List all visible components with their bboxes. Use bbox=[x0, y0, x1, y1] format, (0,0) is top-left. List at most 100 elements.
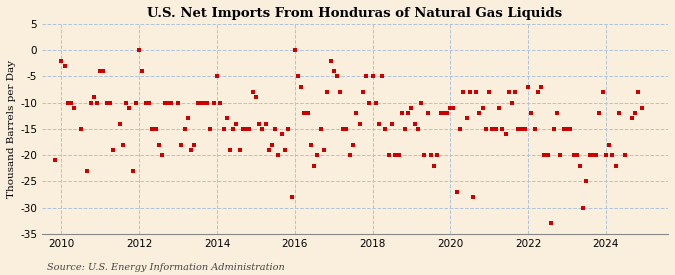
Point bbox=[571, 153, 582, 157]
Point bbox=[290, 48, 300, 52]
Point bbox=[348, 142, 358, 147]
Point bbox=[581, 179, 592, 184]
Point bbox=[513, 127, 524, 131]
Title: U.S. Net Imports From Honduras of Natural Gas Liquids: U.S. Net Imports From Honduras of Natura… bbox=[147, 7, 562, 20]
Point bbox=[396, 111, 407, 116]
Point bbox=[474, 111, 485, 116]
Point bbox=[377, 74, 387, 79]
Point bbox=[131, 100, 142, 105]
Point bbox=[406, 106, 416, 110]
Point bbox=[105, 100, 115, 105]
Point bbox=[594, 111, 605, 116]
Point bbox=[468, 195, 479, 199]
Point bbox=[69, 106, 80, 110]
Point bbox=[552, 111, 563, 116]
Point bbox=[438, 111, 449, 116]
Point bbox=[101, 100, 112, 105]
Text: Source: U.S. Energy Information Administration: Source: U.S. Energy Information Administ… bbox=[47, 263, 285, 272]
Point bbox=[591, 153, 601, 157]
Point bbox=[549, 127, 560, 131]
Point bbox=[56, 59, 67, 63]
Point bbox=[539, 153, 550, 157]
Point bbox=[461, 116, 472, 121]
Point bbox=[454, 127, 465, 131]
Point bbox=[163, 100, 173, 105]
Point bbox=[319, 148, 329, 152]
Point bbox=[228, 127, 239, 131]
Point bbox=[173, 100, 184, 105]
Point bbox=[344, 153, 355, 157]
Point bbox=[445, 106, 456, 110]
Point bbox=[312, 153, 323, 157]
Point bbox=[520, 127, 531, 131]
Point bbox=[166, 100, 177, 105]
Point bbox=[82, 169, 93, 173]
Point bbox=[435, 111, 446, 116]
Point bbox=[49, 158, 60, 163]
Point bbox=[490, 127, 501, 131]
Point bbox=[321, 90, 332, 94]
Point bbox=[481, 127, 491, 131]
Point bbox=[370, 100, 381, 105]
Point bbox=[182, 116, 193, 121]
Point bbox=[30, 61, 40, 65]
Point bbox=[565, 127, 576, 131]
Point bbox=[331, 74, 342, 79]
Point bbox=[63, 100, 74, 105]
Point bbox=[215, 100, 225, 105]
Point bbox=[292, 74, 303, 79]
Point bbox=[221, 116, 232, 121]
Point bbox=[389, 153, 400, 157]
Point bbox=[121, 100, 132, 105]
Point bbox=[108, 148, 119, 152]
Point bbox=[545, 221, 556, 226]
Point bbox=[603, 142, 614, 147]
Point bbox=[516, 127, 527, 131]
Point bbox=[98, 69, 109, 73]
Point bbox=[137, 69, 148, 73]
Point bbox=[471, 90, 482, 94]
Point bbox=[283, 127, 294, 131]
Point bbox=[506, 100, 517, 105]
Point bbox=[267, 142, 277, 147]
Point bbox=[308, 163, 319, 168]
Point bbox=[277, 132, 288, 136]
Point bbox=[189, 142, 200, 147]
Point bbox=[234, 148, 245, 152]
Point bbox=[144, 100, 155, 105]
Point bbox=[597, 90, 608, 94]
Point bbox=[484, 90, 495, 94]
Point bbox=[157, 153, 167, 157]
Point bbox=[186, 148, 196, 152]
Point bbox=[529, 127, 540, 131]
Point bbox=[124, 106, 135, 110]
Point bbox=[614, 111, 624, 116]
Point bbox=[452, 190, 462, 194]
Point bbox=[351, 111, 362, 116]
Point bbox=[140, 100, 151, 105]
Point bbox=[568, 153, 579, 157]
Point bbox=[383, 153, 394, 157]
Point bbox=[374, 122, 385, 126]
Point bbox=[218, 127, 229, 131]
Point bbox=[192, 100, 203, 105]
Point bbox=[403, 111, 414, 116]
Point bbox=[95, 69, 106, 73]
Point bbox=[448, 106, 459, 110]
Point bbox=[425, 153, 436, 157]
Point bbox=[510, 90, 520, 94]
Point bbox=[160, 100, 171, 105]
Point bbox=[85, 100, 96, 105]
Point bbox=[27, 59, 38, 63]
Point bbox=[584, 153, 595, 157]
Point bbox=[387, 122, 398, 126]
Point bbox=[211, 74, 222, 79]
Point bbox=[195, 100, 206, 105]
Point bbox=[341, 127, 352, 131]
Point bbox=[354, 122, 365, 126]
Point bbox=[231, 122, 242, 126]
Point bbox=[493, 106, 504, 110]
Point bbox=[535, 85, 546, 89]
Point bbox=[497, 127, 508, 131]
Point bbox=[238, 127, 248, 131]
